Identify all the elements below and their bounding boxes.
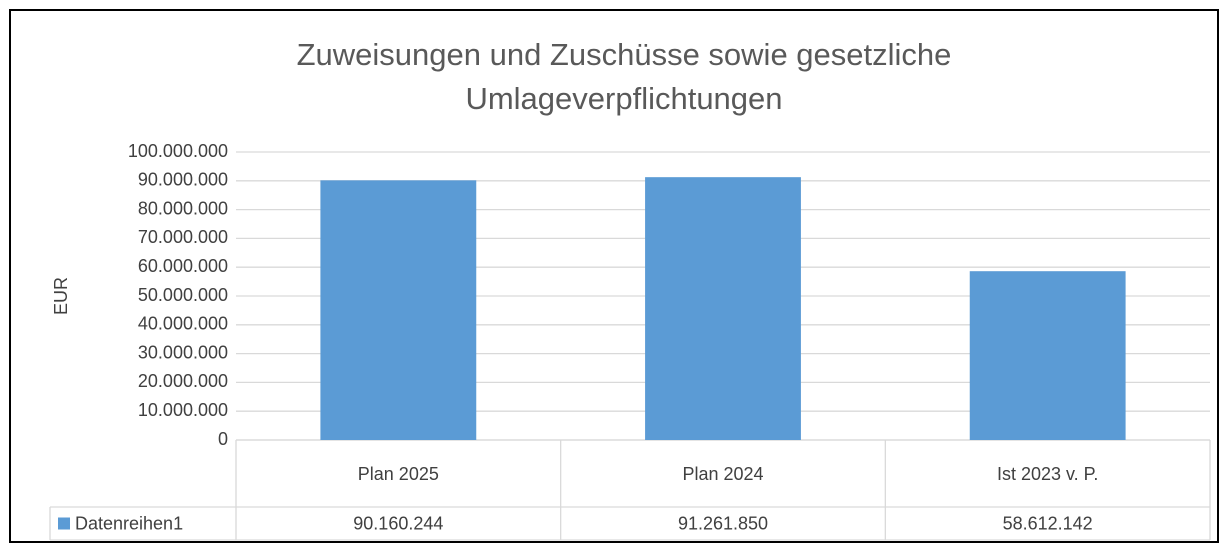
bar <box>645 177 801 440</box>
y-tick-label: 100.000.000 <box>128 141 228 161</box>
data-table-value: 58.612.142 <box>1003 513 1093 533</box>
y-tick-label: 80.000.000 <box>138 198 228 218</box>
bar <box>969 271 1126 440</box>
y-tick-label: 90.000.000 <box>138 170 228 190</box>
y-tick-label: 20.000.000 <box>138 371 228 391</box>
y-axis-label: EUR <box>51 277 71 315</box>
x-tick-label: Plan 2024 <box>682 463 764 484</box>
chart-border <box>9 9 1219 543</box>
y-tick-label: 0 <box>218 429 228 449</box>
y-tick-label: 60.000.000 <box>138 256 228 276</box>
legend-swatch <box>58 517 70 530</box>
y-tick-label: 10.000.000 <box>138 400 228 420</box>
data-table-value: 91.261.850 <box>678 513 768 533</box>
x-tick-label: Plan 2025 <box>357 463 439 484</box>
x-tick-label: Ist 2023 v. P. <box>996 463 1099 484</box>
data-table-value: 90.160.244 <box>353 513 443 533</box>
y-tick-label: 40.000.000 <box>138 314 228 334</box>
chart-title: Zuweisungen und Zuschüsse sowie gesetzli… <box>296 37 952 116</box>
y-tick-label: 50.000.000 <box>138 285 228 305</box>
bar <box>320 180 477 440</box>
y-tick-label: 70.000.000 <box>138 227 228 247</box>
y-tick-label: 30.000.000 <box>138 342 228 362</box>
legend-label: Datenreihen1 <box>75 513 183 533</box>
